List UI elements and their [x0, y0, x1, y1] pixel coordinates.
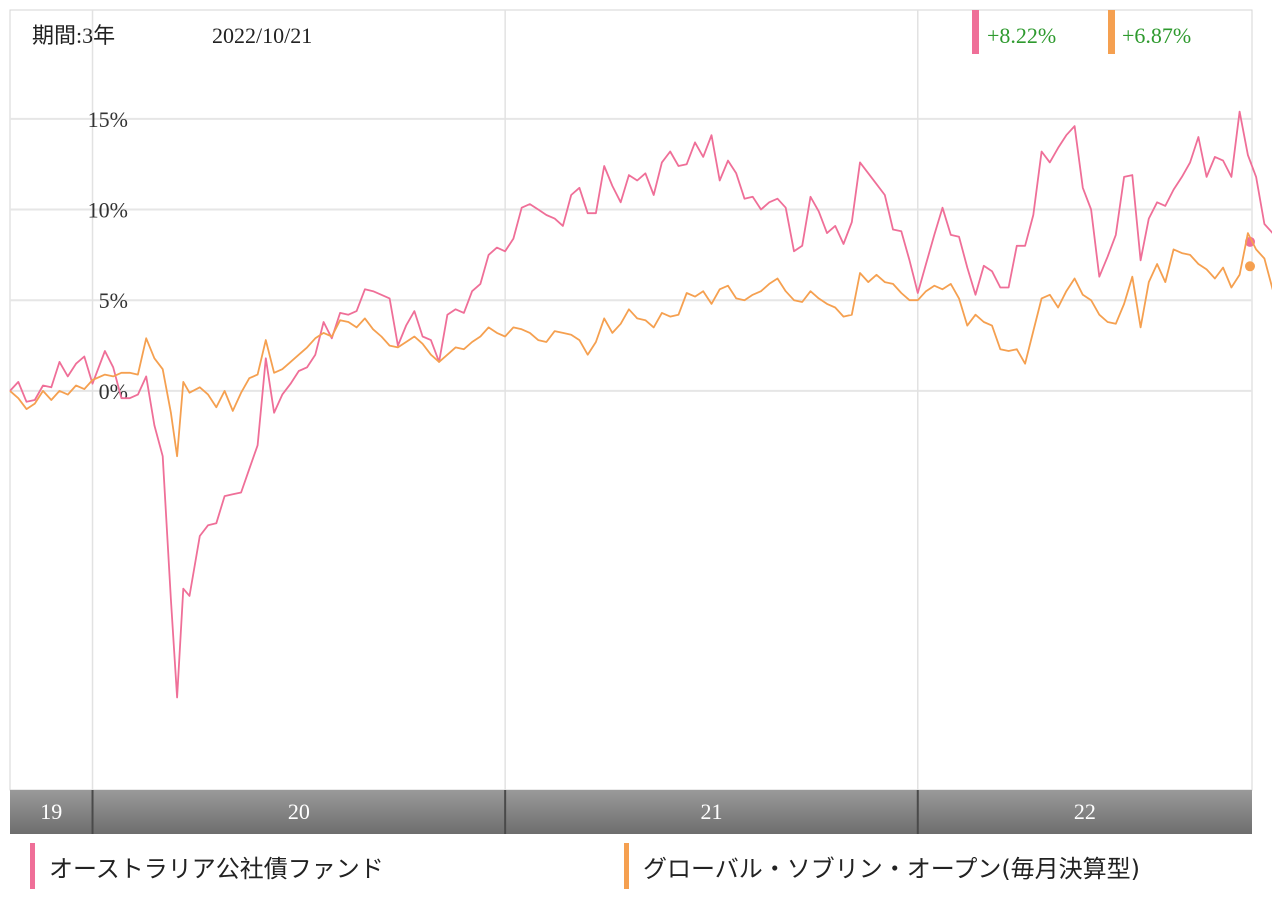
year-label: 22 [1074, 799, 1096, 824]
series-line-1 [9, 110, 1272, 699]
year-label: 19 [40, 799, 62, 824]
performance-chart: 15% 10% 5% 0% 期間:3年 2022/10/21 +8.22% +6.87… [9, 9, 1272, 834]
chart-date: 2022/10/21 [212, 23, 312, 48]
x-axis-years: 19 20 21 22 [40, 790, 1096, 834]
series-line-2 [9, 232, 1272, 458]
grid [10, 10, 1252, 790]
y-tick-label: 10% [88, 198, 128, 223]
year-label: 21 [700, 799, 722, 824]
year-band [10, 790, 1252, 834]
legend-label-2: グローバル・ソブリン・オープン(毎月決算型) [643, 854, 1141, 883]
series-lines [9, 110, 1272, 699]
legend-label-1: オーストラリア公社債ファンド [49, 854, 384, 883]
return-color-bar-2 [1108, 10, 1115, 54]
period-label: 期間:3年 [32, 23, 115, 48]
legend-color-bar-2 [624, 843, 629, 889]
return-color-bar-1 [972, 10, 979, 54]
legend-item-1: オーストラリア公社債ファンド [30, 842, 384, 890]
legend-item-2: グローバル・ソブリン・オープン(毎月決算型) [624, 842, 1140, 890]
y-tick-label: 0% [99, 379, 128, 404]
legend-color-bar-1 [30, 843, 35, 889]
plot-frame [9, 9, 1253, 791]
year-label: 20 [288, 799, 310, 824]
y-tick-label: 5% [99, 288, 128, 313]
return-value-1: +8.22% [987, 23, 1056, 48]
y-axis: 15% 10% 5% 0% [88, 107, 128, 404]
y-tick-label: 15% [88, 107, 128, 132]
series-end-marker-2 [1245, 261, 1255, 272]
return-value-2: +6.87% [1122, 23, 1191, 48]
